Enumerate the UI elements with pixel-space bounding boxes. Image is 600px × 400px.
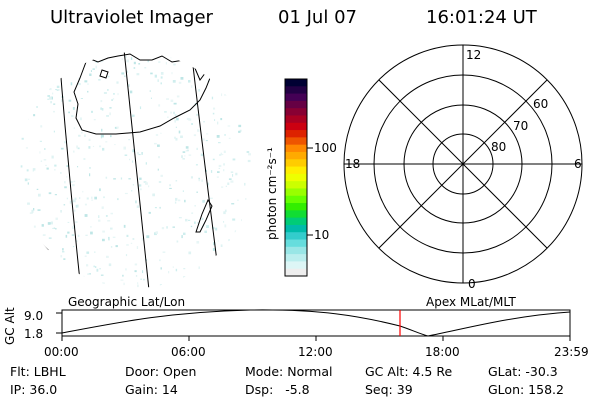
color-bar-band [285,79,307,87]
polar-plot [343,44,583,284]
altitude-curve [61,309,571,337]
color-bar-band [285,261,307,270]
timeline-right-caption: Apex MLat/MLT [426,295,516,309]
status-mode: Mode: Normal [245,364,333,379]
status-gc-alt: GC Alt: 4.5 Re [365,364,453,379]
polar-lat-label-80: 80 [491,140,507,154]
status-dsp: Dsp: -5.8 [245,382,310,397]
status-gain: Gain: 14 [125,382,178,397]
color-bar-band [285,130,307,138]
timeline-frame [61,309,571,337]
color-bar-band [285,173,307,182]
color-bar-tick-label: 10 [314,228,330,242]
color-bar [285,79,307,277]
timeline-time-tick: 18:00 [425,345,460,359]
color-bar-band [285,137,307,146]
status-seq: Seq: 39 [365,382,413,397]
color-bar-band [285,268,307,277]
island [195,198,213,233]
status-ip: IP: 36.0 [10,382,58,397]
color-bar-band [285,210,307,219]
longitude-line [122,52,151,288]
color-bar-band [285,254,307,263]
status-door: Door: Open [125,364,197,379]
timeline-time-tick: 12:00 [298,345,333,359]
color-bar-band [285,203,307,211]
color-bar-band [285,181,307,190]
polar-clock-label-6: 6 [574,157,582,171]
auroral-speckles [20,55,252,288]
polar-clock-label-18: 18 [345,157,361,171]
date-label: 01 Jul 07 [278,7,357,28]
polar-lat-label-60: 60 [533,97,549,111]
island [37,243,49,257]
color-bar-band [285,93,307,102]
polar-clock-label-0: 0 [468,277,476,291]
color-bar-tick-label: 100 [314,141,337,155]
timeline-ymin-label: 1.8 [24,327,44,341]
longitude-line [189,52,223,288]
color-bar-band [285,115,307,124]
color-bar-band [285,246,307,255]
timeline-ymax-label: 9.0 [24,309,44,323]
timeline-time-tick: 00:00 [44,345,79,359]
island [99,69,109,79]
color-bar-band [285,144,307,153]
timeline-axis-label: GC Alt [3,307,17,345]
color-bar-band [285,86,307,95]
color-bar-band [285,232,307,241]
color-bar-band [285,239,307,248]
time-label: 16:01:24 UT [426,7,537,28]
polar-lat-label-70: 70 [513,119,529,133]
color-bar-band [285,224,307,233]
timeline-time-tick: 06:00 [171,345,206,359]
color-bar-band [285,159,307,168]
timeline-time-tick: 23:59 [554,345,589,359]
color-bar-band [285,217,307,226]
status-glon: GLon: 158.2 [488,382,564,397]
polar-clock-label-12: 12 [466,48,482,62]
color-bar-band [285,108,307,117]
color-bar-band [285,122,307,131]
coastline-bay [73,61,211,135]
coastline-south [19,245,81,288]
color-bar-band [285,195,307,204]
color-bar-frame [284,78,308,277]
status-glat: GLat: -30.3 [488,364,558,379]
instrument-title: Ultraviolet Imager [50,7,213,28]
status-flt: Flt: LBHL [10,364,66,379]
timeline-left-caption: Geographic Lat/Lon [68,295,186,309]
color-bar-band [285,188,307,197]
color-bar-band [285,100,307,109]
color-bar-unit-label: photon cm⁻²s⁻¹ [265,147,279,240]
color-bar-band [285,151,307,160]
polar-diagonal [378,79,548,249]
color-bar-band [285,166,307,175]
